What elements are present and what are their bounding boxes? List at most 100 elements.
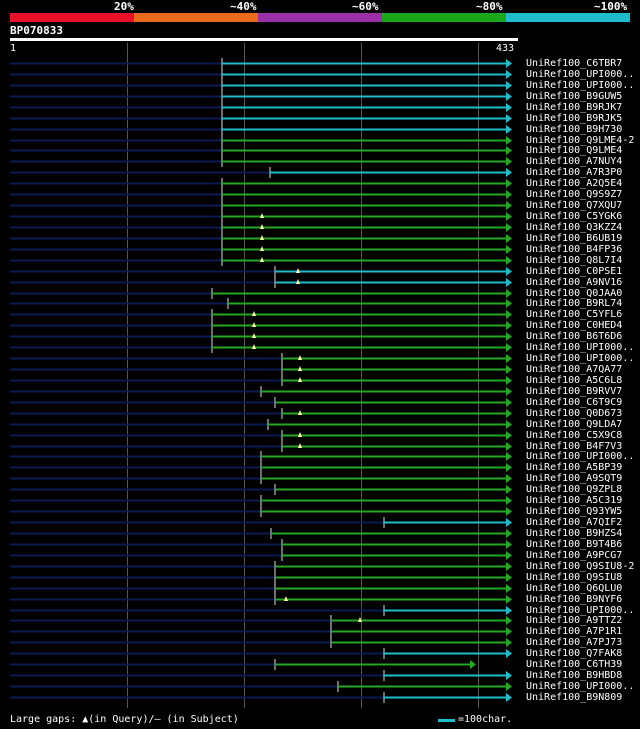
hit-label[interactable]: UniRef100_C5YFL6	[526, 309, 623, 320]
hit-label[interactable]: UniRef100_B6UB19	[526, 233, 623, 244]
hit-row[interactable]: UniRef100_Q93YW5	[0, 506, 640, 517]
hit-label[interactable]: UniRef100_A9SQT9	[526, 473, 623, 484]
hit-row[interactable]: UniRef100_Q3KZZ4	[0, 222, 640, 233]
hit-label[interactable]: UniRef100_Q9S9Z7	[526, 189, 623, 200]
hit-row[interactable]: UniRef100_Q9LDA7	[0, 419, 640, 430]
hit-label[interactable]: UniRef100_A9TTZ2	[526, 615, 623, 626]
hit-row[interactable]: UniRef100_C5YFL6	[0, 309, 640, 320]
hit-label[interactable]: UniRef100_A7NUY4	[526, 156, 623, 167]
hit-label[interactable]: UniRef100_A2Q5E4	[526, 178, 623, 189]
hit-row[interactable]: UniRef100_Q0D673	[0, 408, 640, 419]
hit-row[interactable]: UniRef100_C6T9C9	[0, 397, 640, 408]
hit-row[interactable]: UniRef100_B9RL74	[0, 298, 640, 309]
hit-label[interactable]: UniRef100_UPI000..	[526, 353, 635, 364]
hit-label[interactable]: UniRef100_A5C6L8	[526, 375, 623, 386]
hit-label[interactable]: UniRef100_A7QIF2	[526, 517, 623, 528]
hit-label[interactable]: UniRef100_A7P1R1	[526, 626, 623, 637]
hit-row[interactable]: UniRef100_Q0JAA0	[0, 288, 640, 299]
hit-row[interactable]: UniRef100_A7NUY4	[0, 156, 640, 167]
hit-label[interactable]: UniRef100_A5C319	[526, 495, 623, 506]
hit-label[interactable]: UniRef100_UPI000..	[526, 80, 635, 91]
hit-row[interactable]: UniRef100_Q9SIU8-2	[0, 561, 640, 572]
hit-label[interactable]: UniRef100_Q9LME4-2	[526, 135, 635, 146]
hit-label[interactable]: UniRef100_C0HED4	[526, 320, 623, 331]
hit-row[interactable]: UniRef100_C0PSE1	[0, 266, 640, 277]
hit-row[interactable]: UniRef100_B9NYF6	[0, 594, 640, 605]
hit-label[interactable]: UniRef100_Q3KZZ4	[526, 222, 623, 233]
hit-row[interactable]: UniRef100_C5YGK6	[0, 211, 640, 222]
hit-label[interactable]: UniRef100_UPI000..	[526, 681, 635, 692]
hit-label[interactable]: UniRef100_A9PCG7	[526, 550, 623, 561]
hit-label[interactable]: UniRef100_B6T6D6	[526, 331, 623, 342]
hit-row[interactable]: UniRef100_UPI000..	[0, 681, 640, 692]
hit-label[interactable]: UniRef100_Q9SIU8-2	[526, 561, 635, 572]
hit-label[interactable]: UniRef100_B9GUW5	[526, 91, 623, 102]
hit-label[interactable]: UniRef100_C0PSE1	[526, 266, 623, 277]
hit-label[interactable]: UniRef100_B4FP36	[526, 244, 623, 255]
hit-row[interactable]: UniRef100_Q9SIU8	[0, 572, 640, 583]
hit-label[interactable]: UniRef100_B9RL74	[526, 298, 623, 309]
hit-row[interactable]: UniRef100_UPI000..	[0, 342, 640, 353]
hit-label[interactable]: UniRef100_A9NV16	[526, 277, 623, 288]
hit-label[interactable]: UniRef100_B9H730	[526, 124, 623, 135]
hit-label[interactable]: UniRef100_Q8L7I4	[526, 255, 623, 266]
hit-row[interactable]: UniRef100_Q9S9Z7	[0, 189, 640, 200]
hit-label[interactable]: UniRef100_UPI000..	[526, 342, 635, 353]
hit-label[interactable]: UniRef100_B9RJK5	[526, 113, 623, 124]
hit-row[interactable]: UniRef100_A7R3P0	[0, 167, 640, 178]
hit-row[interactable]: UniRef100_B9HZS4	[0, 528, 640, 539]
hit-row[interactable]: UniRef100_C0HED4	[0, 320, 640, 331]
hit-row[interactable]: UniRef100_A5BP39	[0, 462, 640, 473]
hit-row[interactable]: UniRef100_Q9LME4	[0, 145, 640, 156]
hit-label[interactable]: UniRef100_Q9SIU8	[526, 572, 623, 583]
hit-label[interactable]: UniRef100_C6TH39	[526, 659, 623, 670]
hit-row[interactable]: UniRef100_C6TH39	[0, 659, 640, 670]
hit-row[interactable]: UniRef100_UPI000..	[0, 605, 640, 616]
hit-row[interactable]: UniRef100_A9TTZ2	[0, 615, 640, 626]
hit-label[interactable]: UniRef100_UPI000..	[526, 69, 635, 80]
hit-label[interactable]: UniRef100_UPI000..	[526, 451, 635, 462]
hit-label[interactable]: UniRef100_Q6QLU0	[526, 583, 623, 594]
hit-label[interactable]: UniRef100_Q9LME4	[526, 145, 623, 156]
hit-row[interactable]: UniRef100_C5X9C8	[0, 430, 640, 441]
hit-row[interactable]: UniRef100_A9NV16	[0, 277, 640, 288]
hit-label[interactable]: UniRef100_C5YGK6	[526, 211, 623, 222]
hit-label[interactable]: UniRef100_A5BP39	[526, 462, 623, 473]
hit-row[interactable]: UniRef100_A5C6L8	[0, 375, 640, 386]
hit-label[interactable]: UniRef100_Q7FAK8	[526, 648, 623, 659]
hit-label[interactable]: UniRef100_B9T4B6	[526, 539, 623, 550]
hit-row[interactable]: UniRef100_A9SQT9	[0, 473, 640, 484]
hit-row[interactable]: UniRef100_A7P1R1	[0, 626, 640, 637]
hit-label[interactable]: UniRef100_B9RJK7	[526, 102, 623, 113]
hit-label[interactable]: UniRef100_B9HZS4	[526, 528, 623, 539]
hit-row[interactable]: UniRef100_B4F7V3	[0, 441, 640, 452]
hit-label[interactable]: UniRef100_UPI000..	[526, 605, 635, 616]
hit-label[interactable]: UniRef100_A7QA77	[526, 364, 623, 375]
hit-row[interactable]: UniRef100_B6T6D6	[0, 331, 640, 342]
hit-label[interactable]: UniRef100_C5X9C8	[526, 430, 623, 441]
hit-row[interactable]: UniRef100_A7PJ73	[0, 637, 640, 648]
hit-row[interactable]: UniRef100_UPI000..	[0, 80, 640, 91]
hit-row[interactable]: UniRef100_Q6QLU0	[0, 583, 640, 594]
hit-row[interactable]: UniRef100_B9N809	[0, 692, 640, 703]
hit-label[interactable]: UniRef100_Q0JAA0	[526, 288, 623, 299]
hit-label[interactable]: UniRef100_B9NYF6	[526, 594, 623, 605]
hit-label[interactable]: UniRef100_B9N809	[526, 692, 623, 703]
hit-row[interactable]: UniRef100_B9GUW5	[0, 91, 640, 102]
hit-label[interactable]: UniRef100_Q9ZPL8	[526, 484, 623, 495]
hit-row[interactable]: UniRef100_UPI000..	[0, 69, 640, 80]
hit-row[interactable]: UniRef100_A2Q5E4	[0, 178, 640, 189]
hit-label[interactable]: UniRef100_A7PJ73	[526, 637, 623, 648]
hit-row[interactable]: UniRef100_A7QIF2	[0, 517, 640, 528]
hit-row[interactable]: UniRef100_A9PCG7	[0, 550, 640, 561]
hit-row[interactable]: UniRef100_A5C319	[0, 495, 640, 506]
hit-label[interactable]: UniRef100_C6T9C9	[526, 397, 623, 408]
hit-row[interactable]: UniRef100_B9RJK7	[0, 102, 640, 113]
hit-label[interactable]: UniRef100_B9RVV7	[526, 386, 623, 397]
hit-label[interactable]: UniRef100_B9HBD8	[526, 670, 623, 681]
hit-label[interactable]: UniRef100_Q7XQU7	[526, 200, 623, 211]
hit-label[interactable]: UniRef100_Q0D673	[526, 408, 623, 419]
hit-row[interactable]: UniRef100_UPI000..	[0, 353, 640, 364]
hit-row[interactable]: UniRef100_B9HBD8	[0, 670, 640, 681]
hit-row[interactable]: UniRef100_B9RVV7	[0, 386, 640, 397]
